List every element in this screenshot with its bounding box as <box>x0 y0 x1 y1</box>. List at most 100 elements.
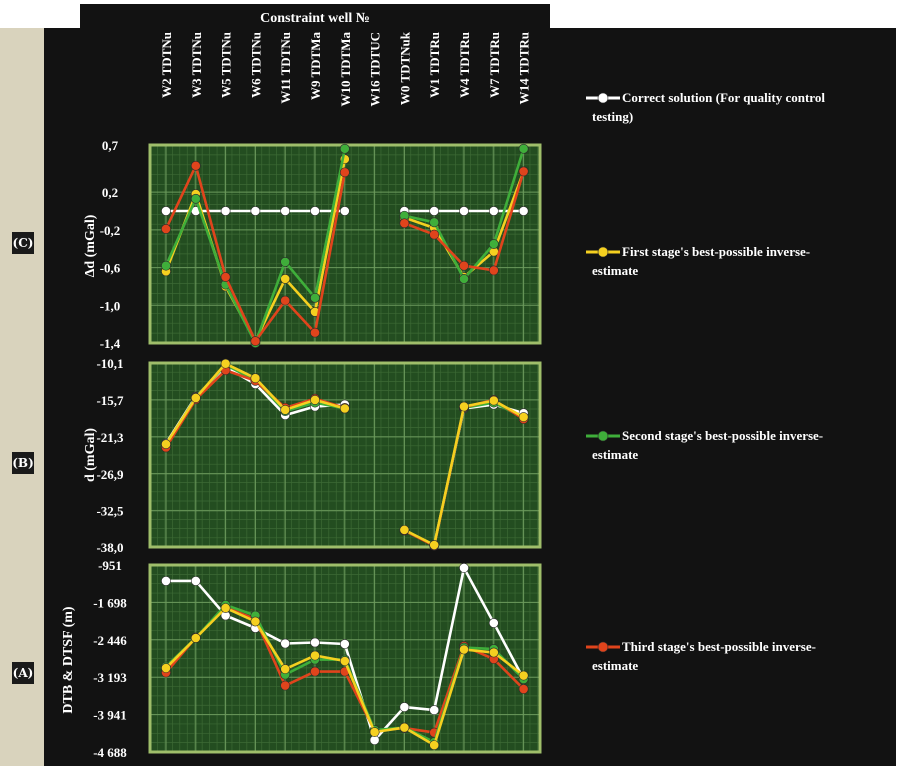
data-point <box>429 229 440 240</box>
data-point <box>161 439 171 450</box>
data-point <box>190 160 201 171</box>
data-point <box>310 666 320 677</box>
y-tick-label: -1,4 <box>100 336 121 351</box>
data-point <box>280 404 291 415</box>
legend-label: First stage's best-possible inverse-esti… <box>592 244 810 278</box>
legend-item: Third stage's best-possible inverse-esti… <box>586 639 816 673</box>
y-tick-label: -26,9 <box>96 467 124 482</box>
legend-label-line: estimate <box>592 263 638 278</box>
header-bar <box>80 4 550 28</box>
y-tick-label: 0,7 <box>102 138 119 153</box>
y-tick-label: -951 <box>98 558 122 573</box>
y-tick-label: -32,5 <box>96 504 124 519</box>
data-point <box>250 616 261 627</box>
data-point <box>310 395 320 405</box>
data-point <box>280 273 291 284</box>
data-point <box>280 206 291 216</box>
data-point <box>459 644 469 655</box>
legend: Correct solution (For quality control tes… <box>586 90 825 673</box>
well-label: W9 TDTMa <box>308 32 323 101</box>
y-tick-label: -4 688 <box>93 745 127 760</box>
header-title: Constraint well № <box>260 11 370 26</box>
data-point <box>488 239 499 249</box>
legend-label-line: estimate <box>592 658 638 673</box>
data-point <box>459 401 469 412</box>
data-point <box>488 618 499 628</box>
y-tick-label: -10,1 <box>96 356 123 371</box>
data-point <box>161 260 171 271</box>
data-point <box>280 295 291 306</box>
well-label: W5 TDTNu <box>219 32 234 98</box>
well-label: W16 TDTUC <box>368 32 383 107</box>
y-tick-label: -38,0 <box>96 540 123 555</box>
legend-item: Second stage's best-possible inverse-est… <box>586 428 823 462</box>
y-tick-label: -21,3 <box>96 430 124 445</box>
data-point <box>488 265 499 276</box>
legend-label-line: Second stage's best-possible inverse- <box>622 428 823 443</box>
well-label: W2 TDTNu <box>159 32 174 98</box>
y-tick-label: -1,0 <box>100 298 121 313</box>
y-axis-label: Δd (mGal) <box>83 214 98 277</box>
data-point <box>518 670 529 681</box>
y-tick-label: -0,6 <box>100 261 121 276</box>
legend-label-line: Correct solution (For quality control <box>622 90 825 105</box>
data-point <box>459 273 469 284</box>
data-point <box>280 664 291 674</box>
y-axis-label: DTB & DTSF (m) <box>61 606 76 714</box>
well-label: W10 TDTMa <box>338 32 353 107</box>
data-point <box>161 206 171 216</box>
legend-label-line: Third stage's best-possible inverse- <box>622 639 816 654</box>
data-point <box>488 647 499 658</box>
data-point <box>280 680 291 691</box>
data-point <box>339 143 350 154</box>
y-tick-label: -15,7 <box>96 393 124 408</box>
y-tick-label: 0,2 <box>102 185 118 200</box>
data-point <box>459 206 469 216</box>
data-point <box>339 403 350 414</box>
y-tick-label: -1 698 <box>93 595 127 610</box>
data-point <box>518 143 529 154</box>
data-point <box>399 722 410 733</box>
data-point <box>220 272 231 282</box>
well-label: W1 TDTRu <box>427 32 442 98</box>
data-point <box>339 656 350 666</box>
panel-tag-c: (C) <box>12 232 34 254</box>
legend-item: Correct solution (For quality control tes… <box>586 90 825 124</box>
data-point <box>488 395 499 406</box>
data-point <box>310 637 320 648</box>
data-point <box>220 358 231 369</box>
data-point <box>339 206 350 216</box>
chart-panel-a: -951 -1 698 -2 446 -3 193 -3 941 -4 688 DTB & … <box>61 558 542 760</box>
data-point <box>429 217 440 228</box>
data-point <box>310 206 320 216</box>
data-point <box>488 206 499 216</box>
data-point <box>459 260 469 271</box>
data-point <box>190 393 201 403</box>
data-point <box>250 336 261 347</box>
data-point <box>310 327 320 338</box>
well-label: W3 TDTNu <box>189 32 204 98</box>
y-tick-label: -3 941 <box>93 708 127 723</box>
legend-swatch-marker <box>597 641 609 653</box>
data-point <box>161 663 171 673</box>
data-point <box>429 206 440 216</box>
data-point <box>429 740 440 750</box>
legend-label-line: testing) <box>592 109 633 124</box>
data-point <box>339 167 350 178</box>
chart-panel-c: 0,7 0,2 -0,2 -0,6 -1,0 -1,4 Δd (mGal) <box>83 138 542 351</box>
data-point <box>161 576 171 586</box>
data-point <box>429 705 440 715</box>
data-point <box>518 412 529 422</box>
panel-tag-b: (B) <box>12 452 34 474</box>
well-label: W11 TDTNu <box>278 32 293 104</box>
legend-swatch-marker <box>597 92 609 104</box>
legend-label: Correct solution (For quality control tes… <box>592 90 825 124</box>
data-point <box>220 206 231 216</box>
data-point <box>459 563 469 573</box>
data-point <box>518 166 529 177</box>
well-label: W6 TDTNu <box>248 32 263 98</box>
data-point <box>161 224 171 234</box>
legend-item: First stage's best-possible inverse-esti… <box>586 244 810 278</box>
data-point <box>518 684 529 694</box>
